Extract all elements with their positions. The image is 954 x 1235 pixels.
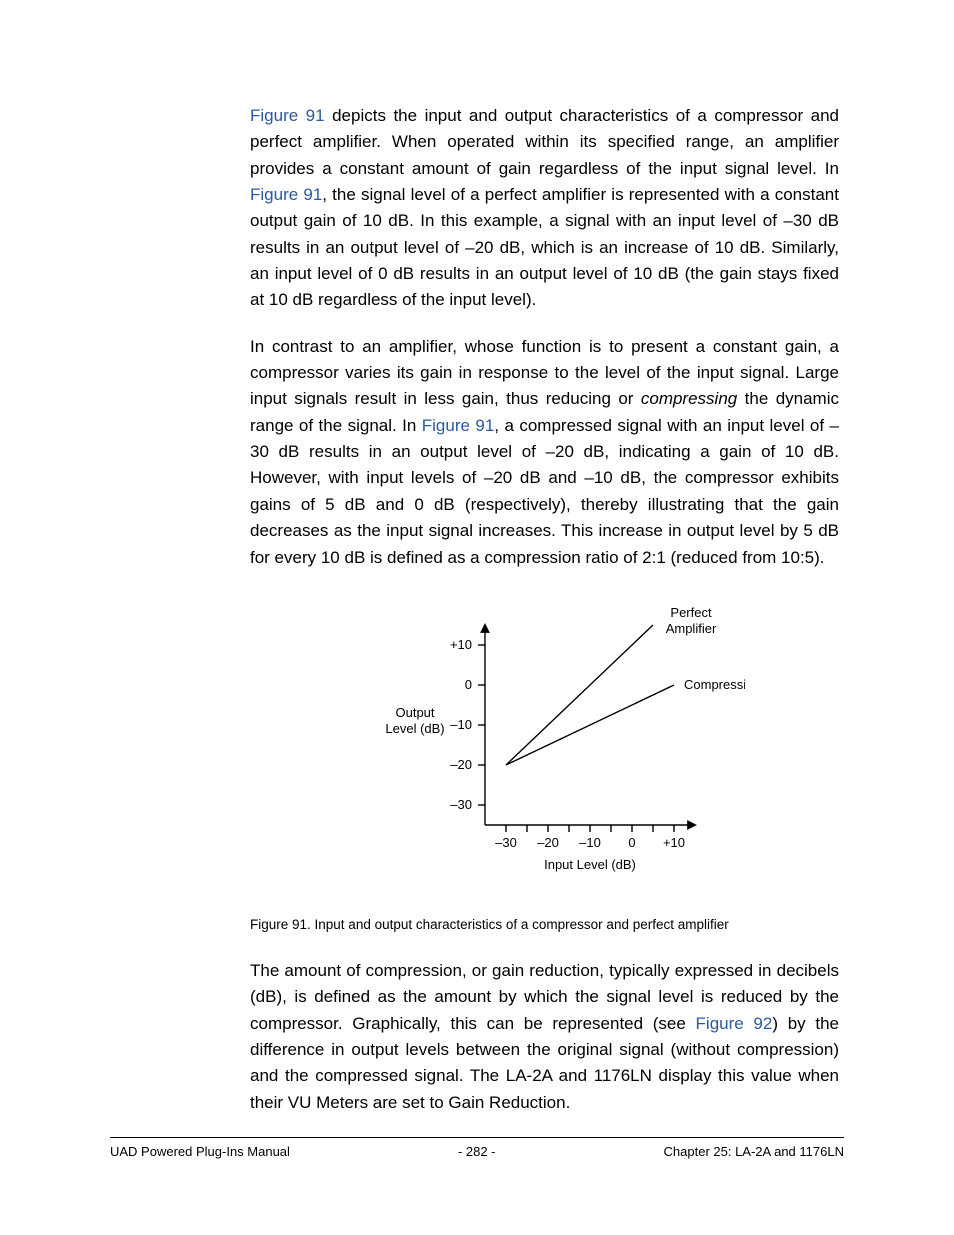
page-footer: UAD Powered Plug-Ins Manual - 282 - Chap… [110, 1137, 844, 1159]
figure-91-link[interactable]: Figure 91 [422, 416, 495, 435]
figure-91-link[interactable]: Figure 91 [250, 185, 322, 204]
figure-92-link[interactable]: Figure 92 [696, 1014, 773, 1033]
figure-91-link[interactable]: Figure 91 [250, 106, 325, 125]
svg-text:Input Level (dB): Input Level (dB) [544, 857, 636, 872]
svg-text:Perfect: Perfect [670, 605, 712, 620]
paragraph-1: Figure 91 depicts the input and output c… [250, 103, 839, 314]
paragraph-3: The amount of compression, or gain reduc… [250, 958, 839, 1116]
svg-text:–20: –20 [537, 835, 559, 850]
svg-text:Compression: Compression [684, 677, 745, 692]
p1-text-a: depicts the input and output characteris… [250, 106, 839, 178]
p2-text-c: , a compressed signal with an input leve… [250, 416, 839, 567]
svg-text:–30: –30 [495, 835, 517, 850]
svg-text:+10: +10 [449, 637, 471, 652]
svg-text:Output: Output [395, 705, 434, 720]
svg-text:Amplifier: Amplifier [665, 621, 716, 636]
svg-text:–10: –10 [579, 835, 601, 850]
chart-container: –30 –20 –10 0 +10 –30 –20 –10 0 +10 Input Level (d… [250, 595, 839, 895]
footer-right: Chapter 25: LA-2A and 1176LN [664, 1144, 844, 1159]
p1-text-b: , the signal level of a perfect amplifie… [250, 185, 839, 309]
figure-caption: Figure 91. Input and output characterist… [250, 917, 839, 932]
svg-text:–20: –20 [450, 757, 472, 772]
svg-text:0: 0 [628, 835, 635, 850]
footer-rule [110, 1137, 844, 1138]
paragraph-2: In contrast to an amplifier, whose funct… [250, 334, 839, 571]
page: Figure 91 depicts the input and output c… [0, 0, 954, 1235]
svg-text:–10: –10 [450, 717, 472, 732]
footer-left: UAD Powered Plug-Ins Manual [110, 1144, 290, 1159]
svg-text:0: 0 [464, 677, 471, 692]
p2-italic: compressing [641, 389, 737, 408]
svg-text:Level (dB): Level (dB) [385, 721, 444, 736]
svg-text:–30: –30 [450, 797, 472, 812]
footer-page-number: - 282 - [458, 1144, 496, 1159]
svg-text:+10: +10 [662, 835, 684, 850]
compressor-chart: –30 –20 –10 0 +10 –30 –20 –10 0 +10 Input Level (d… [345, 595, 745, 895]
